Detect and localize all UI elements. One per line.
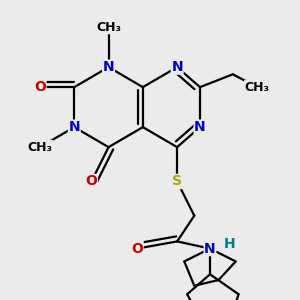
- Text: CH₃: CH₃: [28, 141, 52, 154]
- Text: O: O: [85, 174, 98, 188]
- Text: N: N: [194, 120, 206, 134]
- Text: H: H: [224, 237, 236, 251]
- Text: CH₃: CH₃: [96, 21, 121, 34]
- Text: N: N: [171, 60, 183, 74]
- Text: S: S: [172, 174, 182, 188]
- Text: CH₃: CH₃: [244, 81, 270, 94]
- Text: N: N: [68, 120, 80, 134]
- Text: N: N: [103, 60, 114, 74]
- Text: O: O: [131, 242, 143, 256]
- Text: O: O: [34, 80, 46, 94]
- Text: N: N: [204, 242, 216, 256]
